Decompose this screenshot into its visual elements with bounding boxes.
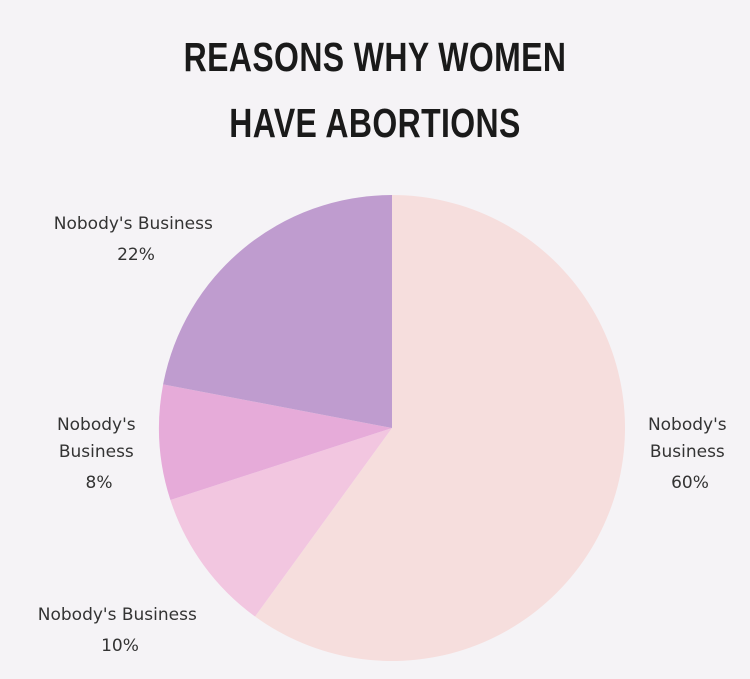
- slice-label-60-word2: Business: [650, 442, 725, 462]
- pie-slices: [159, 195, 626, 662]
- pie-slice-22: [163, 195, 392, 428]
- pie-slice-10: [170, 428, 392, 617]
- slice-label-8-word2: Business: [59, 442, 134, 462]
- slice-label-8-word1: Nobody's: [57, 415, 136, 435]
- pie-labels: Nobody's Business 60% Nobody's Business …: [38, 214, 732, 656]
- slice-value-22: 22%: [117, 245, 155, 265]
- pie-slice-60: [255, 195, 626, 662]
- slice-value-8: 8%: [86, 473, 113, 493]
- chart-title-line-2: HAVE ABORTIONS: [229, 100, 521, 146]
- slice-label-10: Nobody's Business 10%: [38, 605, 202, 656]
- slice-name-22: Nobody's Business: [54, 214, 213, 234]
- pie-slice-8: [159, 384, 392, 501]
- chart-title-line-1: REASONS WHY WOMEN: [183, 34, 567, 80]
- slice-label-60: Nobody's Business 60%: [648, 415, 732, 493]
- slice-label-8: Nobody's Business 8%: [57, 415, 141, 493]
- slice-value-60: 60%: [671, 473, 709, 493]
- slice-label-60-word1: Nobody's: [648, 415, 727, 435]
- slice-value-10: 10%: [101, 636, 139, 656]
- slice-label-22: Nobody's Business 22%: [54, 214, 218, 265]
- slice-name-10: Nobody's Business: [38, 605, 197, 625]
